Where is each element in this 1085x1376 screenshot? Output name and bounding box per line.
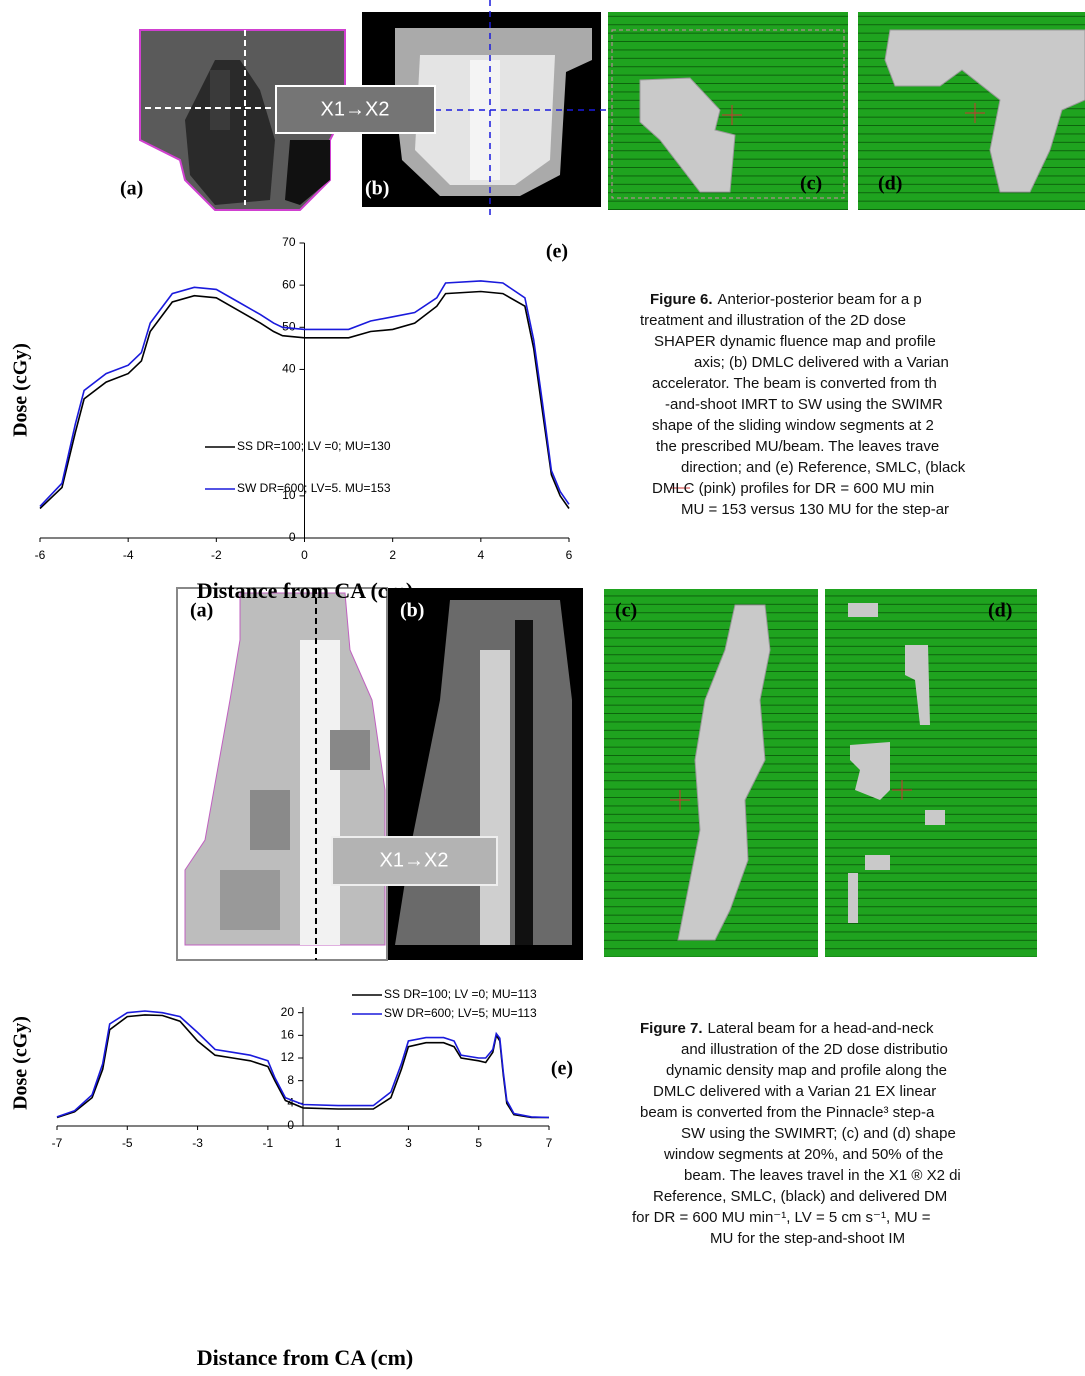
caption-line: treatment and illustration of the 2D dos…: [640, 312, 906, 329]
caption-line: the prescribed MU/beam. The leaves trave: [656, 438, 939, 455]
caption-text: SW using the SWIMRT; (c) and (d) shape: [681, 1125, 956, 1142]
caption-text: beam is converted from the Pinnacle³ ste…: [640, 1104, 935, 1121]
panel-label: (d): [988, 600, 1012, 622]
x-tick-label: 1: [335, 1136, 342, 1150]
caption-line: axis; (b) DMLC delivered with a Varian: [694, 354, 949, 371]
x-tick-label: -5: [122, 1136, 133, 1150]
x-axis-title: Distance from CA (cm): [197, 1345, 413, 1370]
x-tick-label: 4: [477, 548, 484, 562]
caption-text: Anterior-posterior beam for a p: [718, 291, 922, 308]
panel-label: (e): [546, 241, 568, 263]
caption-text: SHAPER dynamic fluence map and profile: [654, 333, 936, 350]
caption-line: window segments at 20%, and 50% of the: [663, 1146, 943, 1163]
caption-text: shape of the sliding window segments at …: [652, 417, 934, 434]
x-tick-label: -6: [35, 548, 46, 562]
caption-text: Reference, SMLC, (black) and delivered D…: [653, 1188, 947, 1205]
panel-label: (a): [120, 178, 143, 200]
arrow-label: X1→X2: [321, 98, 390, 120]
y-tick-label: 50: [282, 319, 296, 333]
caption-line: MU for the step-and-shoot IM: [710, 1230, 905, 1247]
y-tick-label: 60: [282, 277, 296, 291]
x-tick-label: -3: [192, 1136, 203, 1150]
caption-line: Figure 7. Lateral beam for a head-and-nec…: [640, 1020, 934, 1037]
caption-line: direction; and (e) Reference, SMLC, (bla…: [681, 459, 966, 476]
caption-text: treatment and illustration of the 2D dos…: [640, 312, 906, 329]
caption-line: dynamic density map and profile along th…: [666, 1062, 947, 1079]
caption-text: window segments at 20%, and 50% of the: [663, 1146, 943, 1163]
y-tick-label: 8: [287, 1073, 294, 1087]
caption-line: beam is converted from the Pinnacle³ ste…: [640, 1104, 935, 1121]
caption-line: MU = 153 versus 130 MU for the step-ar: [681, 501, 949, 518]
x-tick-label: 0: [301, 548, 308, 562]
fig7-panel-a: [177, 588, 387, 960]
caption-text: DMLC (pink) profiles for DR = 600 MU min: [652, 480, 934, 497]
caption-line: beam. The leaves travel in the X1 ® X2 d…: [684, 1167, 961, 1184]
panel-label: (b): [365, 178, 389, 200]
x-tick-label: 6: [566, 548, 573, 562]
legend-label: SS DR=100; LV =0; MU=113: [384, 987, 537, 1001]
caption-line: -and-shoot IMRT to SW using the SWIMR: [665, 396, 943, 413]
caption-text: MU = 153 versus 130 MU for the step-ar: [681, 501, 949, 518]
caption-line: SW using the SWIMRT; (c) and (d) shape: [681, 1125, 956, 1142]
x-tick-label: -7: [52, 1136, 63, 1150]
legend-label: SS DR=100; LV =0; MU=130: [237, 439, 391, 453]
caption-line: accelerator. The beam is converted from …: [652, 375, 937, 392]
x-tick-label: 3: [405, 1136, 412, 1150]
y-tick-label: 0: [289, 530, 296, 544]
fig7-panel-b: [388, 588, 583, 960]
x-tick-label: 2: [389, 548, 396, 562]
x-tick-label: -4: [123, 548, 134, 562]
x-axis-title: Distance from CA (cm): [197, 578, 413, 603]
caption-text: the prescribed MU/beam. The leaves trave: [656, 438, 939, 455]
caption-line: and illustration of the 2D dose distribu…: [681, 1041, 948, 1058]
x-tick-label: 5: [475, 1136, 482, 1150]
caption-line: Reference, SMLC, (black) and delivered D…: [653, 1188, 947, 1205]
page: (a)(b)(c)(d)X1→X2(a)(b)(c)(d)X1→X2Figure…: [0, 0, 1085, 1376]
panel-label: (c): [800, 173, 822, 195]
caption-text: for DR = 600 MU min⁻¹, LV = 5 cm s⁻¹, MU…: [632, 1209, 931, 1226]
legend-label: SW DR=600; LV=5. MU=153: [237, 481, 391, 495]
fig7-panel-c: [604, 488, 818, 957]
x-tick-label: -1: [263, 1136, 274, 1150]
caption-text: axis; (b) DMLC delivered with a Varian: [694, 354, 949, 371]
arrow-label: X1→X2: [380, 849, 449, 871]
y-tick-label: 16: [281, 1028, 295, 1042]
caption-text: and illustration of the 2D dose distribu…: [681, 1041, 948, 1058]
caption-line: Figure 6. Anterior-posterior beam for a p: [650, 291, 922, 308]
caption-text: accelerator. The beam is converted from …: [652, 375, 937, 392]
caption-line: DMLC (pink) profiles for DR = 600 MU min: [652, 480, 934, 497]
y-tick-label: 20: [281, 1005, 295, 1019]
y-tick-label: 70: [282, 235, 296, 249]
caption-text: MU for the step-and-shoot IM: [710, 1230, 905, 1247]
caption-text: -and-shoot IMRT to SW using the SWIMR: [665, 396, 943, 413]
legend-label: SW DR=600; LV=5; MU=113: [384, 1006, 537, 1020]
x-tick-label: 7: [546, 1136, 553, 1150]
y-tick-label: 12: [281, 1050, 295, 1064]
caption-line: DMLC delivered with a Varian 21 EX linea…: [653, 1083, 936, 1100]
caption-label: Figure 7.: [640, 1020, 703, 1037]
y-axis-title: Dose (cGy): [10, 343, 32, 437]
paper-page: (a)(b)(c)(d)X1→X2(a)(b)(c)(d)X1→X2Figure…: [0, 0, 1085, 1376]
panel-label: (d): [878, 173, 902, 195]
caption-text: beam. The leaves travel in the X1 ® X2 d…: [684, 1167, 961, 1184]
panel-label: (c): [615, 600, 637, 622]
caption-line: for DR = 600 MU min⁻¹, LV = 5 cm s⁻¹, MU…: [632, 1209, 931, 1226]
caption-line: shape of the sliding window segments at …: [652, 417, 934, 434]
caption-text: DMLC delivered with a Varian 21 EX linea…: [653, 1083, 936, 1100]
fig7-panel-d: [825, 589, 1037, 957]
y-tick-label: 40: [282, 362, 296, 376]
y-axis-title: Dose (cGy): [10, 1016, 32, 1110]
caption-text: direction; and (e) Reference, SMLC, (bla…: [681, 459, 966, 476]
caption-line: SHAPER dynamic fluence map and profile: [654, 333, 936, 350]
caption-text: Lateral beam for a head-and-neck: [708, 1020, 934, 1037]
panel-label: (e): [551, 1058, 573, 1080]
y-tick-label: 0: [287, 1118, 294, 1132]
caption-text: dynamic density map and profile along th…: [666, 1062, 947, 1079]
caption-label: Figure 6.: [650, 291, 713, 308]
x-tick-label: -2: [211, 548, 222, 562]
